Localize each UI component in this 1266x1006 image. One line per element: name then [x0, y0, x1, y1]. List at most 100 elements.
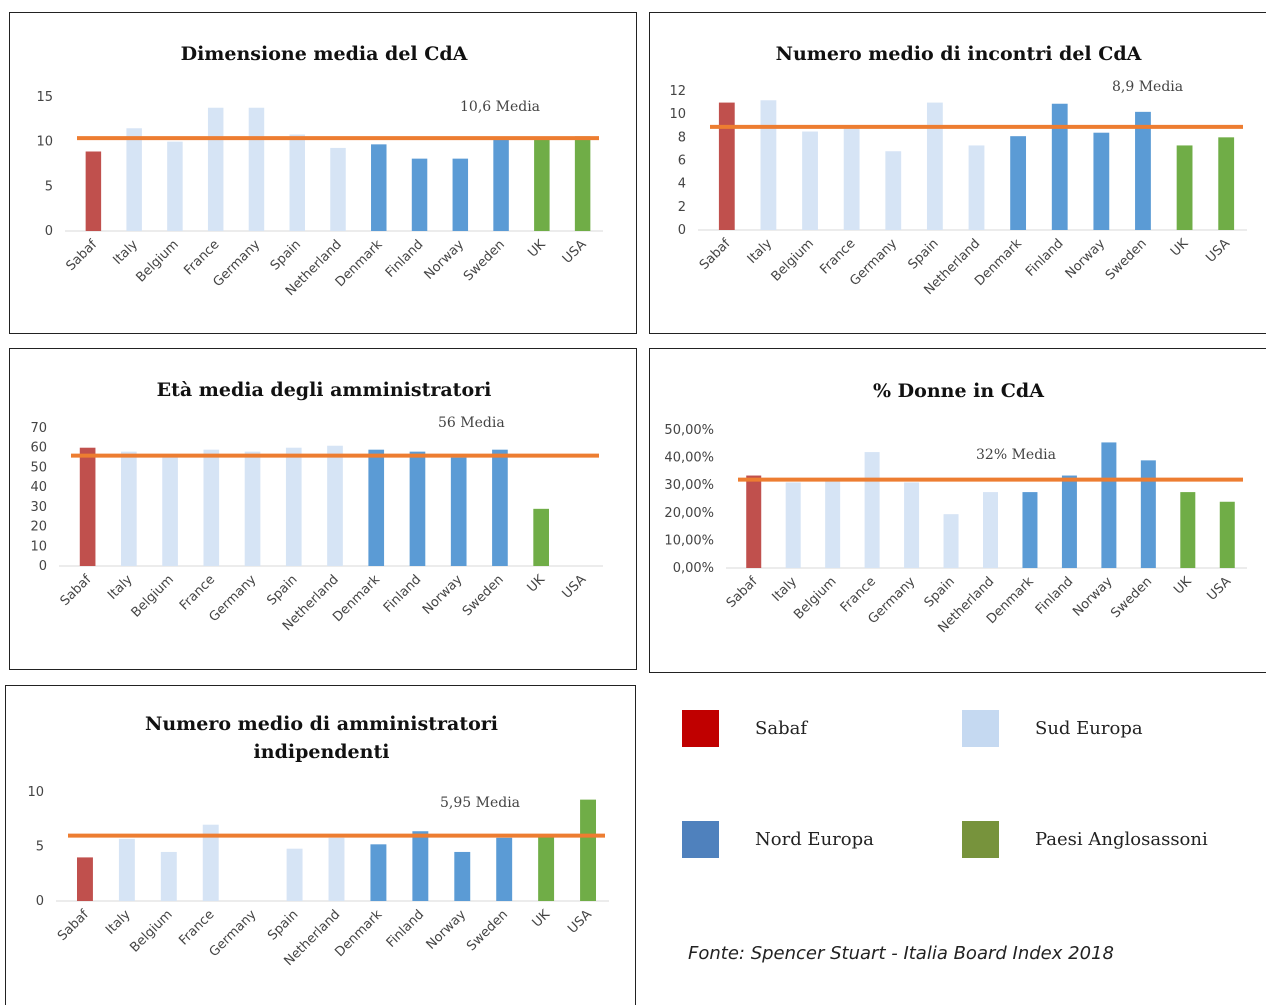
- x-tick-label: Sabaf: [58, 572, 95, 609]
- x-tick-label: Belgium: [769, 236, 817, 284]
- bar-france: [864, 452, 880, 568]
- y-tick-label: 40: [30, 480, 47, 495]
- chart-title: indipendenti: [254, 741, 390, 763]
- bar-denmark: [368, 449, 385, 566]
- x-tick-label: USA: [1203, 236, 1233, 266]
- chart-age: Età media degli amministratori 0 10 20 30 40 5…: [30, 379, 603, 634]
- bar-netherland: [968, 145, 985, 230]
- bar-finland: [1061, 475, 1077, 568]
- y-tick-label: 5: [45, 179, 53, 194]
- x-tick-label: Finland: [1033, 574, 1076, 617]
- x-tick-label: UK: [525, 572, 549, 596]
- bar-sweden: [496, 837, 513, 901]
- bar-netherland: [328, 837, 345, 901]
- bar-sabaf: [746, 475, 762, 568]
- bar-spain: [926, 102, 943, 230]
- y-tick-label: 50,00%: [664, 423, 714, 438]
- legend-swatch-nord-europa: [682, 821, 719, 858]
- bar-norway: [454, 851, 471, 901]
- legend-label-sud-europa: Sud Europa: [1035, 718, 1143, 739]
- bar-finland: [409, 451, 426, 566]
- chart-meetings: Numero medio di incontri del CdA 0 2 4 6 8 10 1…: [669, 43, 1247, 298]
- x-tick-label: France: [176, 907, 217, 948]
- bar-italy: [785, 482, 801, 568]
- mean-label: 5,95 Media: [440, 795, 520, 811]
- chart-title: Età media degli amministratori: [157, 379, 492, 401]
- y-tick-label: 6: [678, 154, 686, 169]
- x-tick-label: Sweden: [1108, 574, 1155, 621]
- bar-sabaf: [79, 447, 96, 566]
- x-tick-label: Italy: [103, 907, 134, 938]
- x-tick-label: Spain: [268, 237, 304, 273]
- x-tick-label: Sabaf: [63, 237, 100, 274]
- bar-uk: [1180, 492, 1196, 568]
- chart-panel-board-size: Dimensione media del CdA 0 5 10 15 Sabaf Italy…: [9, 12, 637, 334]
- bar-belgium: [825, 479, 841, 568]
- bar-norway: [1093, 132, 1110, 230]
- bar-norway: [1101, 442, 1117, 568]
- x-tick-label: Sweden: [464, 907, 511, 954]
- x-tick-label: USA: [560, 572, 590, 602]
- x-tick-label: Spain: [264, 572, 300, 608]
- y-tick-label: 30,00%: [664, 478, 714, 493]
- bar-italy: [126, 128, 142, 231]
- bar-sweden: [493, 138, 509, 231]
- bar-sabaf: [718, 102, 735, 230]
- y-tick-label: 4: [678, 177, 686, 192]
- x-tick-label: UK: [1168, 236, 1192, 260]
- y-tick-label: 2: [678, 200, 686, 215]
- bar-germany: [885, 151, 902, 230]
- x-tick-label: Sweden: [1103, 236, 1150, 283]
- mean-label: 32% Media: [976, 447, 1056, 463]
- x-tick-label: Italy: [745, 236, 776, 267]
- legend-item-paesi-anglosassoni: Paesi Anglosassoni: [962, 821, 1208, 858]
- y-tick-label: 8: [678, 130, 686, 145]
- x-tick-label: Norway: [420, 572, 466, 618]
- bar-denmark: [371, 144, 387, 231]
- bar-netherland: [327, 445, 343, 566]
- x-tick-label: USA: [565, 907, 595, 937]
- chart-panel-independent: Numero medio di amministratori indipenden…: [5, 685, 636, 1005]
- bar-belgium: [162, 457, 178, 566]
- x-tick-label: Sweden: [461, 237, 508, 284]
- x-tick-label: Sweden: [460, 572, 507, 619]
- chart-panel-women: % Donne in CdA 0,00% 10,00% 20,00% 30,00% 40,…: [649, 348, 1266, 673]
- legend-swatch-sabaf: [682, 710, 719, 747]
- bar-netherland: [330, 147, 346, 231]
- bar-sweden: [1140, 460, 1156, 568]
- bar-uk: [533, 508, 549, 566]
- bar-usa: [580, 799, 597, 901]
- chart-panel-meetings: Numero medio di incontri del CdA 0 2 4 6 8 10 1…: [649, 12, 1266, 334]
- x-tick-label: USA: [560, 237, 590, 267]
- mean-label: 56 Media: [438, 415, 505, 431]
- bar-belgium: [160, 851, 177, 901]
- chart-title: Numero medio di amministratori: [145, 713, 498, 735]
- x-tick-label: Belgium: [127, 907, 175, 955]
- x-tick-label: Spain: [905, 236, 941, 272]
- y-tick-label: 10,00%: [664, 533, 714, 548]
- x-tick-label: Belgium: [133, 237, 181, 285]
- x-tick-label: Sabaf: [724, 574, 761, 611]
- y-tick-label: 20,00%: [664, 506, 714, 521]
- bar-sweden: [492, 449, 508, 566]
- bar-germany: [904, 482, 920, 568]
- bar-spain: [289, 134, 305, 231]
- bar-usa: [1219, 501, 1235, 568]
- bar-italy: [118, 838, 135, 901]
- x-tick-label: Finland: [1023, 236, 1066, 279]
- bar-france: [203, 449, 220, 566]
- legend-item-sabaf: Sabaf: [682, 710, 807, 747]
- y-tick-label: 10: [669, 107, 686, 122]
- legend-label-nord-europa: Nord Europa: [755, 829, 874, 850]
- bar-usa: [574, 136, 591, 231]
- bar-denmark: [1010, 136, 1027, 230]
- y-tick-label: 0: [45, 224, 53, 239]
- x-tick-label: Finland: [384, 907, 427, 950]
- bar-denmark: [370, 844, 387, 901]
- x-tick-label: Finland: [381, 572, 424, 615]
- bar-spain: [286, 848, 303, 901]
- y-tick-label: 50: [30, 460, 47, 475]
- y-tick-label: 10: [27, 785, 44, 800]
- chart-panel-age: Età media degli amministratori 0 10 20 30 40 5…: [9, 348, 637, 670]
- bar-italy: [760, 100, 777, 231]
